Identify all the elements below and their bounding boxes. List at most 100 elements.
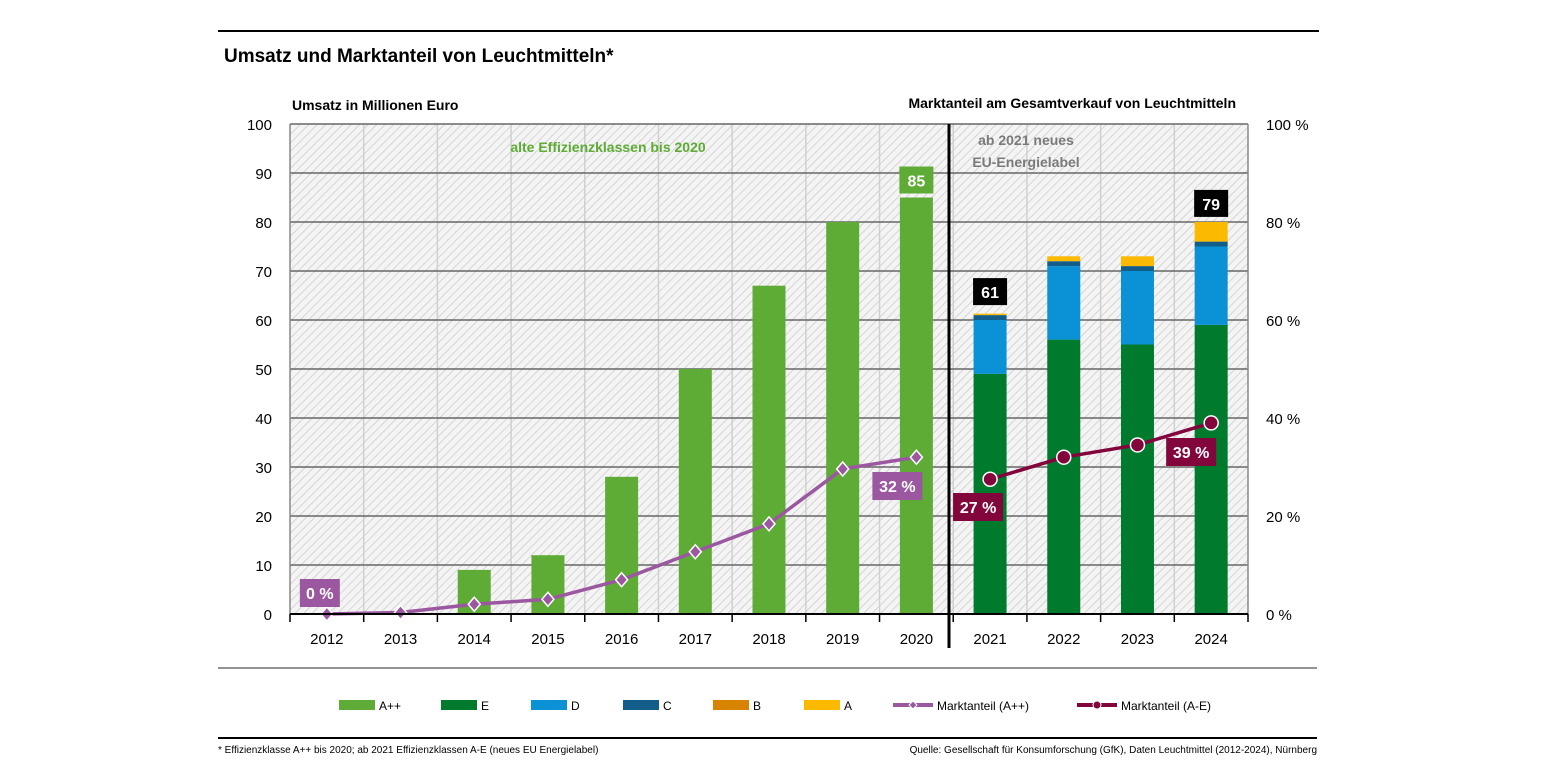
left-tick-label: 40 [255,411,272,428]
right-tick-label: 40 % [1266,411,1300,428]
bar-d-2024 [1194,246,1228,325]
bar-total-label-box [1194,189,1229,217]
line-value-label: 39 % [1173,445,1209,462]
bar-total-label-box [899,166,934,194]
left-tick-label: 100 [247,117,272,134]
left-tick-label: 20 [255,509,272,526]
bar-a-2022 [1047,256,1081,262]
bar-total-label: 79 [1202,197,1220,214]
legend-swatch [531,700,567,710]
x-tick-label: 2019 [826,631,859,648]
line-value-label: 32 % [879,479,915,496]
legend-label: E [481,699,489,713]
bar-aplusplus-2016 [605,476,639,614]
x-tick-label: 2021 [973,631,1006,648]
annotation-new-label-1: ab 2021 neues [978,132,1074,148]
right-tick-label: 100 % [1266,117,1309,134]
bar-e-2024 [1194,324,1228,614]
legend-swatch [339,700,375,710]
bar-total-label: 85 [907,174,925,191]
legend-label: Marktanteil (A-E) [1121,699,1211,713]
bar-c-2021 [973,315,1007,320]
x-tick-label: 2022 [1047,631,1080,648]
bar-c-2022 [1047,261,1081,267]
legend-label: C [663,699,672,713]
legend-swatch [713,700,749,710]
line-point-diamond [835,460,850,478]
line-value-label-box [1166,438,1217,466]
left-tick-label: 30 [255,460,272,477]
line-point-circle [982,471,998,487]
bar-c-2024 [1194,241,1228,247]
x-tick-label: 2017 [679,631,712,648]
line-point-circle [1129,437,1146,453]
left-axis-label: Umsatz in Millionen Euro [292,97,458,113]
source: Quelle: Gesellschaft für Konsumforschung… [910,745,1317,756]
bar-a-2021 [973,313,1007,316]
bar-total-label-box [973,278,1008,306]
legend-swatch [804,700,840,710]
legend-label: D [571,699,580,713]
left-tick-label: 80 [255,215,272,232]
bar-aplusplus-2017 [678,369,712,614]
left-tick-label: 50 [255,362,272,379]
bar-a-2024 [1194,222,1228,242]
legend-label: A++ [379,699,401,713]
legend-swatch [441,700,477,710]
left-tick-label: 70 [255,264,272,281]
x-tick-label: 2023 [1121,631,1154,648]
line-value-label-box [953,493,1004,521]
line-point-circle [1203,415,1219,431]
bar-e-2022 [1047,339,1081,614]
line-value-label-box [872,472,923,500]
line-point-diamond [909,449,924,466]
bar-d-2021 [973,320,1007,374]
bar-e-2023 [1120,344,1154,614]
legend-label: Marktanteil (A++) [937,699,1029,713]
line-point-circle [1056,449,1072,465]
x-tick-label: 2015 [531,631,564,648]
chart-title: Umsatz und Marktanteil von Leuchtmitteln… [224,46,614,67]
right-tick-label: 0 % [1266,607,1292,624]
line-value-label: 0 % [306,586,334,603]
left-tick-label: 90 [255,166,272,183]
right-axis-label: Marktanteil am Gesamtverkauf von Leuchtm… [908,95,1236,111]
legend-marker-diamond [908,700,918,710]
x-tick-label: 2016 [605,631,638,648]
line-value-label-box [299,579,340,607]
legend-marker-circle [1092,700,1102,710]
bar-d-2022 [1047,266,1081,340]
left-tick-label: 0 [264,607,272,624]
bar-a-2023 [1120,256,1154,267]
line-point-diamond [688,543,703,560]
bar-aplusplus-2020 [899,197,933,614]
footnote: * Effizienzklasse A++ bis 2020; ab 2021 … [218,745,598,756]
line-point-diamond [762,515,776,532]
line-point-diamond [540,591,555,608]
legend-swatch [623,700,659,710]
line-point-diamond [614,571,629,588]
x-tick-label: 2014 [458,631,491,648]
bar-c-2023 [1120,266,1154,271]
bar-aplusplus-2019 [826,222,860,614]
x-tick-label: 2020 [900,631,933,648]
x-tick-label: 2018 [752,631,785,648]
line-point-diamond [393,604,408,621]
legend-label: A [844,699,852,713]
left-tick-label: 10 [255,558,272,575]
right-tick-label: 20 % [1266,509,1300,526]
left-tick-label: 60 [255,313,272,330]
x-tick-label: 2012 [310,631,343,648]
annotation-new-label-2: EU-Energielabel [972,154,1079,170]
line-value-label: 27 % [960,500,996,517]
bar-total-label: 61 [981,285,999,302]
line-marktanteil-a-e [989,421,1212,481]
bar-aplusplus-2018 [752,285,786,614]
x-tick-label: 2013 [384,631,417,648]
right-tick-label: 80 % [1266,215,1300,232]
legend-label: B [753,699,761,713]
x-tick-label: 2024 [1194,631,1227,648]
bar-d-2023 [1120,271,1154,345]
annotation-old-classes: alte Effizienzklassen bis 2020 [510,139,706,155]
